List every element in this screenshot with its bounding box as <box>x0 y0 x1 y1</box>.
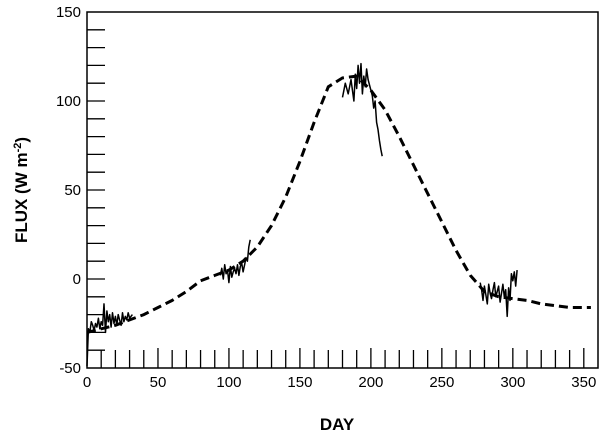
y-tick-label: 50 <box>64 182 81 199</box>
x-tick-label: 0 <box>83 374 91 391</box>
x-axis-title: DAY <box>320 415 355 434</box>
y-axis-title: FLUX (W m-2) <box>12 137 31 243</box>
y-axis-title-superscript: -2 <box>12 143 24 153</box>
x-tick-label: 350 <box>571 374 596 391</box>
x-tick-label: 50 <box>150 374 167 391</box>
y-tick-label: 0 <box>73 271 81 288</box>
x-tick-label: 300 <box>500 374 525 391</box>
x-tick-label: 150 <box>287 374 312 391</box>
series-observed-segment-4 <box>479 270 518 318</box>
x-tick-label: 100 <box>216 374 241 391</box>
series-observed-segment-3 <box>341 62 383 157</box>
series-observed-segment-1 <box>86 303 133 367</box>
y-tick-label: 100 <box>56 93 81 110</box>
plot-frame <box>86 11 599 369</box>
y-axis-title-close: ) <box>12 137 31 143</box>
y-tick-labels: -50 0 50 100 150 <box>56 4 81 377</box>
x-tick-labels: 0 50 100 150 200 250 300 350 <box>83 374 596 391</box>
y-tick-label: -50 <box>59 360 81 377</box>
y-tick-label: 150 <box>56 4 81 21</box>
x-tick-label: 250 <box>429 374 454 391</box>
x-tick-label: 200 <box>358 374 383 391</box>
plot-area <box>86 11 599 369</box>
y-axis-title-main: FLUX (W m <box>12 152 31 243</box>
series-observed-segment-2 <box>219 239 251 284</box>
series-dashed-line <box>86 74 591 334</box>
